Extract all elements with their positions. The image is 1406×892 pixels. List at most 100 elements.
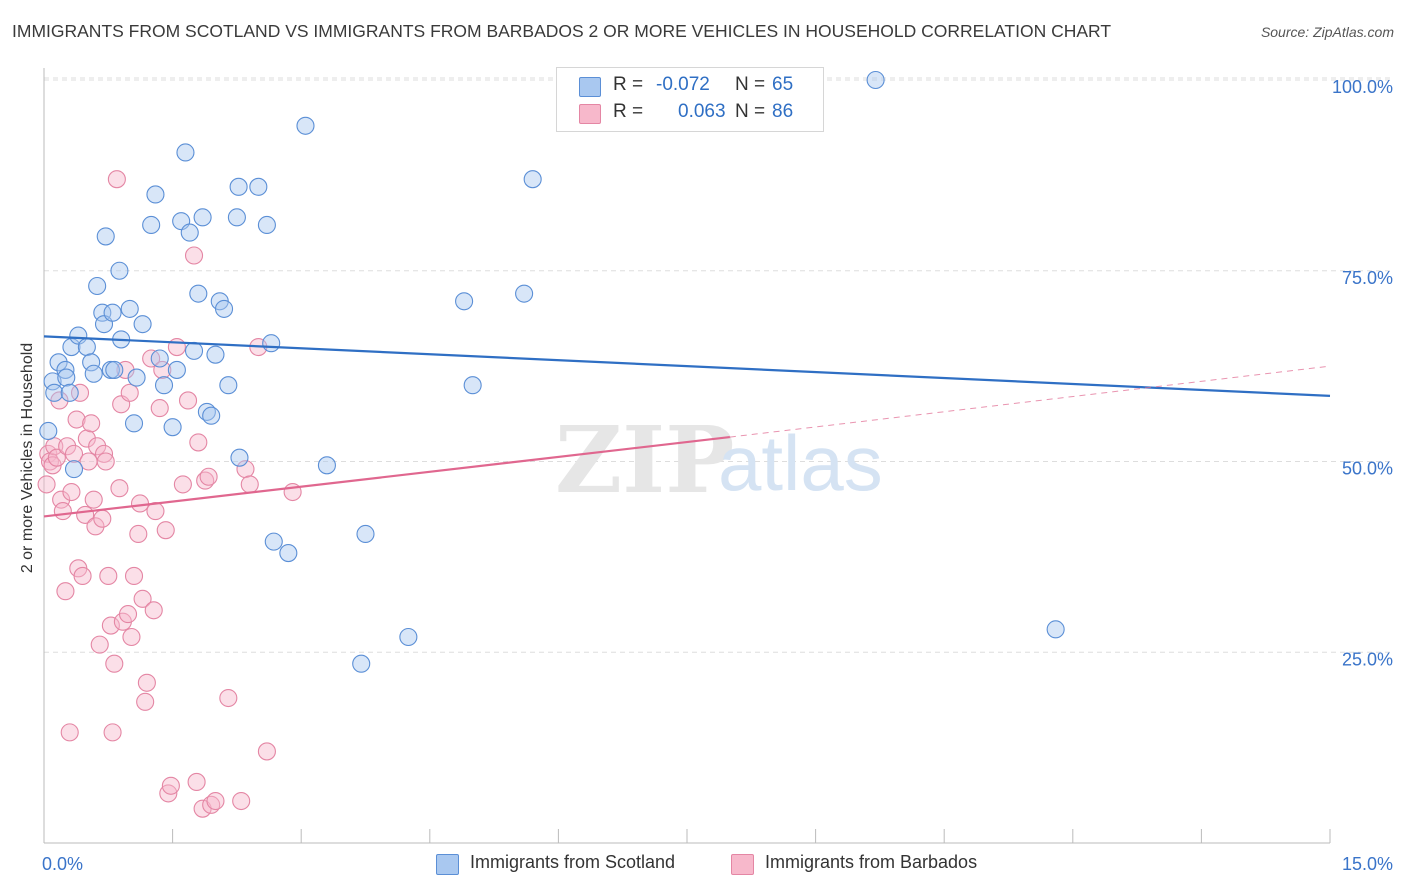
barbados-point (136, 692, 155, 711)
scotland-point (455, 292, 474, 311)
barbados-point (137, 673, 156, 692)
barbados-point (187, 772, 206, 792)
legend-r-label: R = (613, 101, 644, 122)
barbados-point (86, 517, 105, 536)
chart-title: IMMIGRANTS FROM SCOTLAND VS IMMIGRANTS F… (12, 21, 1112, 41)
barbados-point (47, 448, 66, 467)
legend-n-scotland: 65 (772, 74, 794, 95)
y-axis-label: 2 or more Vehicles in Household (19, 342, 36, 574)
scotland-point (84, 364, 103, 383)
bottom-legend-label-scotland: Immigrants from Scotland (470, 852, 676, 872)
bottom-legend-swatch-barbados (731, 854, 754, 875)
barbados-point (70, 383, 90, 402)
barbados-point (118, 605, 138, 624)
series-barbados-points (37, 170, 302, 818)
scotland-point (1046, 620, 1065, 639)
scotland-point (110, 261, 129, 280)
scotland-point (154, 376, 174, 395)
scotland-point (523, 170, 542, 189)
barbados-point (52, 490, 71, 509)
scotland-point (64, 460, 84, 479)
gridlines (44, 77, 1392, 653)
y-tick-label-75: 75.0% (1342, 268, 1393, 288)
scotland-point (249, 177, 268, 196)
barbados-point (90, 635, 109, 654)
scotland-point (163, 418, 182, 437)
scotland-point (352, 654, 371, 673)
barbados-point (56, 582, 75, 601)
scotland-point (219, 376, 238, 395)
barbados-point (219, 688, 238, 708)
scotland-point (227, 208, 246, 227)
barbados-point (99, 566, 118, 586)
scotland-point (57, 368, 76, 387)
barbados-point (156, 521, 175, 540)
barbados-point (58, 437, 77, 456)
y-tick-label-100: 100.0% (1332, 77, 1393, 97)
scotland-point (39, 421, 58, 441)
scotland-point (230, 448, 249, 467)
scotland-point (105, 360, 124, 379)
scotland-point (103, 303, 122, 322)
scotland-point (176, 143, 195, 162)
scotland-point (356, 524, 375, 544)
barbados-point (88, 437, 107, 456)
scotland-point (189, 284, 208, 303)
legend-swatch-scotland (579, 77, 601, 97)
legend-n-barbados: 86 (772, 101, 794, 122)
scotland-point (88, 276, 107, 296)
barbados-point (199, 467, 218, 486)
scotland-point (515, 284, 534, 303)
watermark-zip: ZIP (555, 406, 734, 514)
barbados-point (105, 654, 124, 673)
barbados-point (167, 337, 186, 357)
legend-swatch-barbados (579, 104, 601, 124)
scotland-point (167, 360, 186, 379)
barbados-point (64, 444, 84, 463)
legend-n-label: N = (735, 74, 766, 95)
scotland-point (96, 227, 115, 246)
barbados-point (94, 444, 114, 463)
barbados-point (82, 414, 101, 433)
scotland-point (202, 406, 221, 425)
scotland-point (93, 303, 112, 322)
scotland-point (120, 299, 139, 318)
x-tick-max: 15.0% (1342, 854, 1393, 874)
barbados-point (257, 742, 276, 761)
scotland-point (56, 360, 75, 379)
scotland-point (262, 334, 281, 353)
legend-n-label: N = (735, 101, 766, 122)
x-tick-min: 0.0% (42, 854, 83, 874)
bottom-legend-label-barbados: Immigrants from Barbados (765, 852, 978, 872)
barbados-point (232, 791, 251, 811)
barbados-point (130, 494, 150, 513)
stats-legend: R = -0.072 N = 65 R = 0.063 N = 86 (556, 67, 824, 132)
scotland-point (77, 337, 96, 357)
barbados-point (101, 616, 120, 635)
barbados-point (153, 360, 172, 379)
barbados-point (62, 482, 81, 502)
barbados-point (206, 791, 225, 811)
trend-line-barbados-extension (729, 365, 1331, 438)
y-tick-label-25: 25.0% (1342, 649, 1393, 669)
scotland-point (264, 532, 283, 551)
barbados-point (133, 589, 152, 608)
scotland-point (866, 70, 885, 90)
watermark: ZIP atlas (555, 406, 883, 514)
barbados-point (173, 475, 192, 494)
legend-r-label: R = (613, 74, 644, 95)
x-tick-labels: 0.0% 15.0% (42, 854, 1393, 874)
scotland-point (45, 383, 64, 402)
barbados-point (110, 479, 129, 498)
barbados-point (150, 399, 169, 418)
scotland-point (193, 208, 212, 227)
scotland-point (49, 353, 68, 372)
barbados-point (129, 524, 148, 544)
barbados-point (178, 391, 198, 410)
scotland-point (150, 349, 169, 368)
scotland-point (279, 544, 298, 563)
barbados-point (184, 246, 204, 265)
scotland-point (399, 627, 418, 647)
y-tick-labels: 100.0% 75.0% 50.0% 25.0% (1332, 77, 1393, 669)
scotland-point (229, 177, 248, 196)
